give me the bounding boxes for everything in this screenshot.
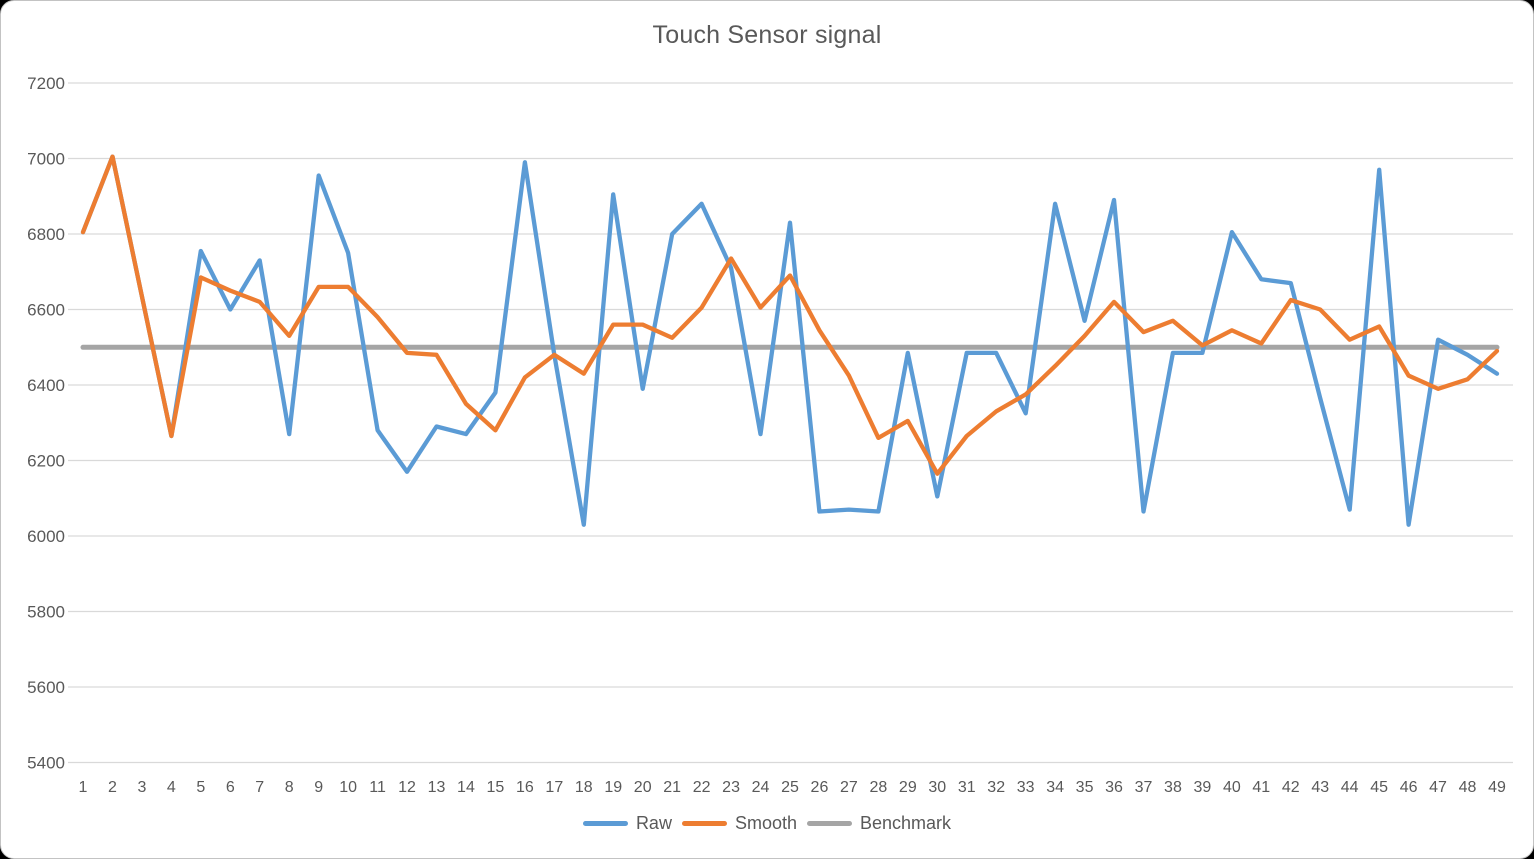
y-axis-label: 6200 <box>27 452 65 471</box>
x-axis-label: 36 <box>1105 779 1123 796</box>
x-axis-label: 48 <box>1459 779 1477 796</box>
x-axis-label: 19 <box>604 779 622 796</box>
x-axis-label: 31 <box>958 779 976 796</box>
x-axis-label: 13 <box>428 779 446 796</box>
smooth-series-line <box>80 154 1500 476</box>
x-axis-label: 12 <box>398 779 416 796</box>
chart-legend: Raw Smooth Benchmark <box>1 813 1533 834</box>
x-axis-label: 27 <box>840 779 858 796</box>
y-axis-label: 5600 <box>27 678 65 697</box>
raw-series-line <box>80 154 1500 527</box>
legend-swatch-benchmark <box>807 821 852 826</box>
legend-swatch-raw <box>582 821 628 826</box>
x-axis-label: 26 <box>811 779 829 796</box>
x-axis-label: 28 <box>869 779 887 796</box>
x-axis-label: 44 <box>1341 779 1359 796</box>
x-axis-label: 33 <box>1017 779 1035 796</box>
x-axis-label: 7 <box>255 779 264 796</box>
legend-label: Raw <box>635 813 672 833</box>
x-axis-label: 4 <box>167 779 176 796</box>
legend-item-smooth: Smooth <box>681 813 797 834</box>
x-axis-label: 23 <box>722 779 740 796</box>
y-axis-label: 6000 <box>27 527 65 546</box>
x-axis-label: 5 <box>196 779 205 796</box>
x-axis-label: 10 <box>339 779 357 796</box>
x-axis-label: 46 <box>1400 779 1418 796</box>
x-axis-label: 30 <box>928 779 946 796</box>
x-axis-label: 3 <box>137 779 146 796</box>
y-axis-label: 7200 <box>27 74 65 93</box>
x-axis-label: 1 <box>79 779 88 796</box>
x-axis-label: 18 <box>575 779 593 796</box>
legend-label: Smooth <box>734 813 797 833</box>
x-axis-label: 25 <box>781 779 799 796</box>
x-axis-label: 34 <box>1046 779 1064 796</box>
legend-swatch-smooth <box>681 821 727 826</box>
y-axis-label: 7000 <box>27 150 65 169</box>
x-axis-label: 49 <box>1488 779 1506 796</box>
y-axis-label: 6600 <box>27 301 65 320</box>
x-axis-label: 21 <box>663 779 681 796</box>
x-axis-label: 17 <box>545 779 563 796</box>
y-axis-label: 5800 <box>27 603 65 622</box>
x-axis-label: 9 <box>314 779 323 796</box>
x-axis-label: 38 <box>1164 779 1182 796</box>
x-axis-label: 40 <box>1223 779 1241 796</box>
chart-title: Touch Sensor signal <box>652 21 882 49</box>
x-axis-label: 11 <box>369 779 386 796</box>
x-axis-label: 14 <box>457 779 475 796</box>
x-axis-label: 20 <box>634 779 652 796</box>
x-axis-label: 32 <box>987 779 1005 796</box>
x-axis-label: 39 <box>1194 779 1212 796</box>
x-axis-label: 35 <box>1076 779 1094 796</box>
legend-item-benchmark: Benchmark <box>807 813 951 834</box>
x-axis-label: 16 <box>516 779 534 796</box>
x-axis-label: 22 <box>693 779 711 796</box>
x-axis-label: 43 <box>1311 779 1329 796</box>
y-axis-label: 5400 <box>27 754 65 773</box>
x-axis-label: 29 <box>899 779 917 796</box>
x-axis-label: 41 <box>1252 779 1270 796</box>
x-axis-label: 42 <box>1282 779 1300 796</box>
x-axis-label: 15 <box>487 779 505 796</box>
x-axis-label: 45 <box>1370 779 1388 796</box>
y-axis-label: 6400 <box>27 376 65 395</box>
y-axis-label: 6800 <box>27 225 65 244</box>
x-axis-label: 6 <box>226 779 235 796</box>
x-axis-label: 37 <box>1135 779 1153 796</box>
x-axis-label: 47 <box>1429 779 1447 796</box>
legend-label: Benchmark <box>860 813 952 833</box>
x-axis-label: 24 <box>752 779 770 796</box>
x-axis-label: 2 <box>108 779 117 796</box>
x-axis-label: 8 <box>285 779 294 796</box>
legend-item-raw: Raw <box>582 813 672 834</box>
